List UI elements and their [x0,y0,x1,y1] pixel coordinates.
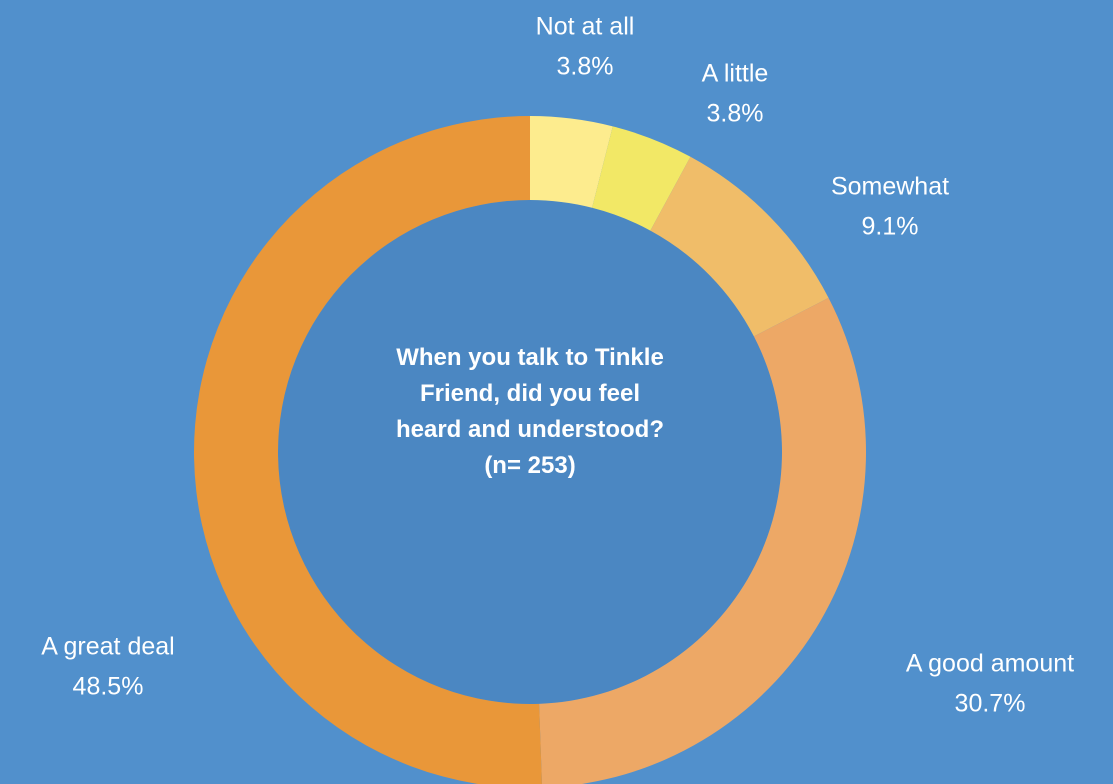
donut-slice [650,156,829,337]
value-label: 9.1% [862,213,919,241]
slice-label: Somewhat [831,173,949,201]
donut-slice [530,116,613,208]
value-label: 3.8% [707,100,764,128]
value-label: 30.7% [955,690,1026,718]
donut-slice [194,116,542,784]
donut-slice [539,297,866,784]
donut-hole [278,200,782,704]
value-label: 48.5% [73,673,144,701]
slice-label: Not at all [536,13,635,41]
slice-label: A little [702,60,769,88]
chart-title: When you talk to Tinkle Friend, did you … [395,344,664,479]
slice-label: A good amount [906,650,1074,678]
donut-slice [592,126,691,231]
value-label: 3.8% [557,53,614,81]
slice-label: A great deal [41,633,174,661]
